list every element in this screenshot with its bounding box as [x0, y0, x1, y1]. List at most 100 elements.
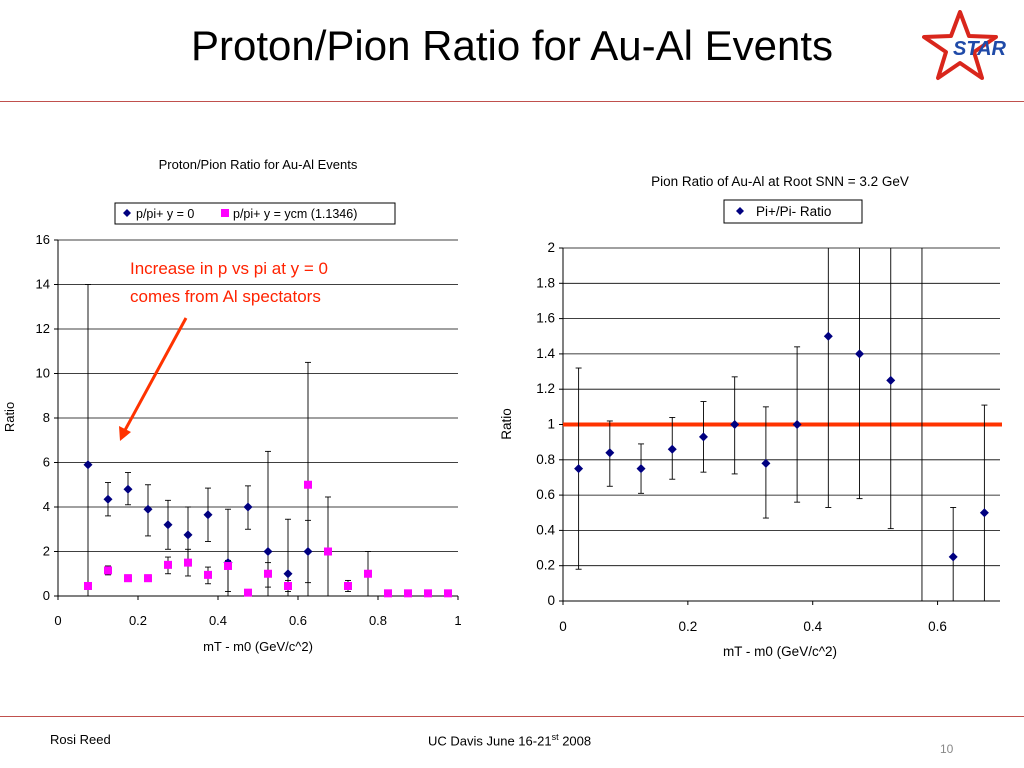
tick-label-x: 0.8 — [369, 613, 387, 628]
footer-event-tail: 2008 — [558, 733, 592, 749]
data-point-series-2 — [244, 588, 252, 597]
annotation-line-1: Increase in p vs pi at y = 0 — [130, 259, 328, 278]
data-point-series-1 — [730, 420, 740, 429]
tick-label-x: 0.6 — [928, 619, 947, 634]
tick-label-y: 1.6 — [536, 311, 555, 326]
slide-title: Proton/Pion Ratio for Au-Al Events — [191, 22, 833, 69]
data-point-series-1 — [303, 547, 313, 556]
footer-event: UC Davis June 16-21st 2008 — [428, 732, 591, 748]
data-point-series-1 — [123, 484, 133, 494]
data-point-series-2 — [304, 480, 312, 489]
data-point-series-1 — [203, 510, 213, 520]
data-point-series-2 — [264, 569, 272, 578]
data-point-series-1 — [979, 508, 989, 518]
data-point-series-1 — [855, 349, 865, 359]
data-point-series-2 — [284, 581, 292, 590]
tick-label-y: 6 — [43, 455, 50, 470]
data-point-series-2 — [384, 589, 392, 598]
data-point-series-1 — [283, 569, 293, 579]
data-point-series-2 — [344, 581, 352, 590]
tick-label-y: 0 — [43, 588, 50, 603]
footer-event-main: UC Davis June 16-21 — [428, 733, 552, 749]
chart-right-title: Pion Ratio of Au-Al at Root SNN = 3.2 Ge… — [651, 174, 909, 189]
legend-box — [723, 199, 863, 224]
tick-label-y: 4 — [43, 499, 50, 514]
star-shape — [922, 10, 998, 80]
tick-label-y: 1.4 — [536, 346, 555, 361]
data-point-series-1 — [886, 375, 896, 385]
legend-label-series-1: Pi+/Pi- Ratio — [756, 204, 831, 219]
annotation-arrow-shaft — [122, 317, 188, 433]
tick-label-y: 0.2 — [536, 558, 555, 573]
data-point-series-2 — [164, 560, 172, 569]
tick-label-y: 0.6 — [536, 487, 555, 502]
tick-label-x: 0.4 — [803, 619, 822, 634]
tick-label-y: 0 — [547, 593, 555, 608]
chart-left-ylabel: Ratio — [2, 402, 17, 432]
chart-right-legend: Pi+/Pi- Ratio — [723, 199, 863, 224]
star-logo: STAR — [922, 10, 1007, 80]
tick-label-y: 14 — [36, 277, 50, 292]
chart-left-legend: p/pi+ y = 0 p/pi+ y = ycm (1.1346) — [114, 202, 396, 225]
data-point-series-1 — [243, 502, 253, 512]
annotation-arrow-head — [119, 426, 131, 441]
tick-label-y: 1.8 — [536, 275, 555, 290]
data-point-series-1 — [948, 552, 958, 562]
tick-label-y: 1.2 — [536, 381, 555, 396]
tick-label-x: 0 — [559, 619, 567, 634]
chart-left-title: Proton/Pion Ratio for Au-Al Events — [159, 157, 358, 172]
tick-label-x: 0.6 — [289, 613, 307, 628]
tick-label-y: 1 — [547, 417, 555, 432]
data-point-series-2 — [124, 574, 132, 583]
data-point-series-1 — [574, 464, 584, 474]
data-point-series-1 — [83, 460, 93, 470]
data-point-series-2 — [184, 558, 192, 567]
tick-label-y: 0.4 — [536, 522, 555, 537]
tick-label-y: 2 — [43, 544, 50, 559]
footer-divider — [0, 716, 1024, 717]
tick-label-y: 10 — [36, 366, 50, 381]
tick-label-x: 0 — [54, 613, 61, 628]
data-point-series-2 — [104, 566, 112, 575]
tick-label-y: 8 — [43, 410, 50, 425]
tick-label-x: 0.2 — [678, 619, 697, 634]
page-number: 10 — [940, 742, 954, 756]
data-point-series-2 — [324, 547, 332, 556]
data-point-series-2 — [224, 561, 232, 570]
footer-event-sup: st — [551, 732, 559, 742]
data-point-series-1 — [605, 448, 615, 458]
tick-label-y: 2 — [547, 240, 555, 255]
data-point-series-1 — [698, 432, 708, 442]
data-point-series-1 — [636, 464, 646, 474]
data-point-series-2 — [404, 589, 412, 598]
data-point-series-1 — [667, 444, 677, 454]
legend-diamond-marker — [736, 207, 744, 215]
chart-left-xlabel: mT - m0 (GeV/c^2) — [203, 639, 313, 654]
data-point-series-2 — [204, 570, 212, 579]
data-point-series-2 — [444, 589, 452, 598]
legend-label-series-2: p/pi+ y = ycm (1.1346) — [233, 207, 357, 221]
tick-label-y: 16 — [36, 232, 50, 247]
data-point-series-1 — [183, 530, 193, 540]
title-divider — [0, 101, 1024, 102]
data-point-series-1 — [103, 494, 113, 504]
legend-square-marker — [221, 209, 229, 217]
tick-label-x: 0.4 — [209, 613, 227, 628]
data-point-series-2 — [424, 589, 432, 598]
data-point-series-2 — [84, 581, 92, 590]
data-point-series-2 — [144, 574, 152, 583]
data-point-series-1 — [263, 547, 273, 556]
logo-text: STAR — [953, 38, 1007, 60]
data-point-series-2 — [364, 569, 372, 578]
chart-right-ylabel: Ratio — [499, 408, 514, 440]
data-point-series-1 — [143, 504, 153, 514]
annotation-line-2: comes from Al spectators — [130, 287, 321, 306]
tick-label-x: 0.2 — [129, 613, 147, 628]
tick-label-y: 12 — [36, 321, 50, 336]
chart-right-xlabel: mT - m0 (GeV/c^2) — [723, 644, 837, 659]
data-point-series-1 — [823, 331, 833, 341]
data-point-series-1 — [792, 420, 802, 429]
legend-label-series-1: p/pi+ y = 0 — [136, 207, 194, 221]
